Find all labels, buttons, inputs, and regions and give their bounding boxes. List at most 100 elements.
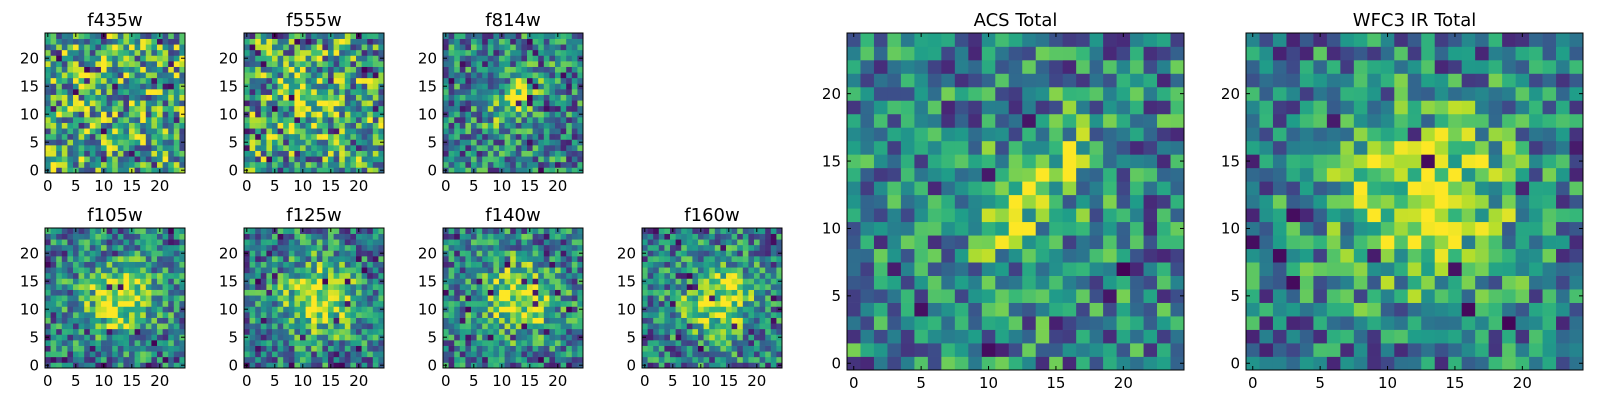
heatmap-cell bbox=[322, 250, 329, 257]
heatmap-cell bbox=[448, 328, 455, 335]
heatmap-cell bbox=[78, 55, 85, 62]
heatmap-cell bbox=[465, 55, 472, 62]
heatmap-cell bbox=[288, 145, 295, 151]
heatmap-cell bbox=[56, 300, 63, 307]
heatmap-cell bbox=[748, 340, 755, 346]
heatmap-cell bbox=[493, 139, 500, 146]
heatmap-cell bbox=[482, 289, 489, 296]
heatmap-cell bbox=[566, 289, 573, 296]
heatmap-cell bbox=[1062, 262, 1077, 276]
heatmap-cell bbox=[873, 329, 888, 344]
heatmap-cell bbox=[566, 239, 573, 246]
heatmap-cell bbox=[538, 256, 545, 262]
heatmap-cell bbox=[129, 239, 135, 246]
heatmap-cell bbox=[675, 356, 682, 363]
heatmap-cell bbox=[272, 233, 278, 240]
heatmap-cell bbox=[454, 345, 461, 352]
heatmap-cell bbox=[322, 77, 329, 84]
heatmap-cell bbox=[459, 250, 466, 257]
heatmap-cell bbox=[527, 49, 533, 56]
heatmap-cell bbox=[162, 83, 169, 90]
heatmap-cell bbox=[731, 261, 738, 268]
heatmap-cell bbox=[294, 244, 301, 251]
heatmap-cell bbox=[361, 44, 368, 51]
heatmap-cell bbox=[78, 261, 85, 268]
heatmap-cell bbox=[361, 72, 368, 79]
heatmap-cell bbox=[322, 334, 329, 341]
heatmap-cell bbox=[260, 38, 267, 45]
heatmap-cell bbox=[1049, 289, 1064, 303]
heatmap-cell bbox=[443, 295, 449, 302]
heatmap-cell bbox=[372, 161, 379, 168]
heatmap-cell bbox=[151, 328, 158, 335]
heatmap-cell bbox=[1157, 167, 1171, 182]
heatmap-cell bbox=[647, 261, 654, 268]
heatmap-cell bbox=[887, 262, 902, 276]
heatmap-cell bbox=[499, 334, 505, 341]
heatmap-cell bbox=[555, 334, 561, 341]
heatmap-cell bbox=[487, 356, 494, 363]
heatmap-cell bbox=[294, 100, 301, 107]
heatmap-cell bbox=[294, 49, 301, 56]
heatmap-cell bbox=[367, 33, 374, 39]
heatmap-cell bbox=[1157, 343, 1171, 357]
heatmap-cell bbox=[941, 181, 956, 196]
heatmap-cell bbox=[56, 117, 63, 123]
heatmap-cell bbox=[272, 306, 278, 313]
heatmap-cell bbox=[465, 340, 472, 346]
heatmap-cell bbox=[1008, 343, 1023, 357]
heatmap-cell bbox=[675, 351, 682, 358]
heatmap-cell bbox=[476, 122, 483, 129]
heatmap-cell bbox=[543, 300, 550, 307]
heatmap-cell bbox=[914, 356, 929, 371]
heatmap-cell bbox=[1130, 248, 1144, 263]
heatmap-cell bbox=[73, 295, 79, 302]
heatmap-cell bbox=[765, 328, 772, 335]
heatmap-cell bbox=[50, 306, 57, 313]
heatmap-cell bbox=[504, 256, 511, 262]
heatmap-cell bbox=[482, 61, 489, 67]
heatmap-cell bbox=[89, 100, 96, 107]
heatmap-cell bbox=[277, 128, 284, 135]
heatmap-cell bbox=[776, 272, 783, 279]
heatmap-cell bbox=[372, 289, 379, 296]
heatmap-cell bbox=[305, 94, 312, 101]
heatmap-cell bbox=[168, 328, 175, 335]
heatmap-cell bbox=[249, 317, 256, 324]
heatmap-cell bbox=[73, 278, 79, 285]
heatmap-cell bbox=[123, 122, 130, 129]
heatmap-cell bbox=[173, 284, 180, 290]
heatmap-cell bbox=[510, 289, 517, 296]
heatmap-cell bbox=[61, 77, 68, 84]
heatmap-cell bbox=[288, 61, 295, 67]
heatmap-cell bbox=[134, 33, 141, 39]
heatmap-cell bbox=[664, 345, 671, 352]
heatmap-cell bbox=[277, 77, 284, 84]
heatmap-cell bbox=[179, 72, 186, 79]
heatmap-cell bbox=[95, 362, 102, 369]
heatmap-cell bbox=[140, 323, 147, 330]
heatmap-cell bbox=[454, 167, 461, 174]
heatmap-cell bbox=[328, 233, 334, 240]
heatmap-cell bbox=[914, 275, 929, 290]
heatmap-cell bbox=[504, 300, 511, 307]
heatmap-cell bbox=[714, 328, 721, 335]
heatmap-cell bbox=[350, 38, 357, 45]
heatmap-cell bbox=[300, 328, 306, 335]
y-tick-label: 10 bbox=[219, 300, 238, 318]
heatmap-cell bbox=[173, 105, 180, 112]
heatmap-cell bbox=[305, 340, 312, 346]
heatmap-cell bbox=[555, 145, 561, 151]
heatmap-cell bbox=[714, 362, 721, 369]
heatmap-cell bbox=[549, 334, 556, 341]
heatmap-cell bbox=[465, 122, 472, 129]
heatmap-cell bbox=[571, 55, 578, 62]
heatmap-cell bbox=[333, 328, 340, 335]
heatmap-cell bbox=[1103, 208, 1117, 223]
heatmap-cell bbox=[499, 139, 505, 146]
heatmap-cell bbox=[157, 356, 163, 363]
heatmap-cell bbox=[653, 244, 660, 251]
heatmap-cell bbox=[653, 267, 660, 274]
heatmap-cell bbox=[305, 150, 312, 157]
heatmap-cell bbox=[168, 312, 175, 318]
